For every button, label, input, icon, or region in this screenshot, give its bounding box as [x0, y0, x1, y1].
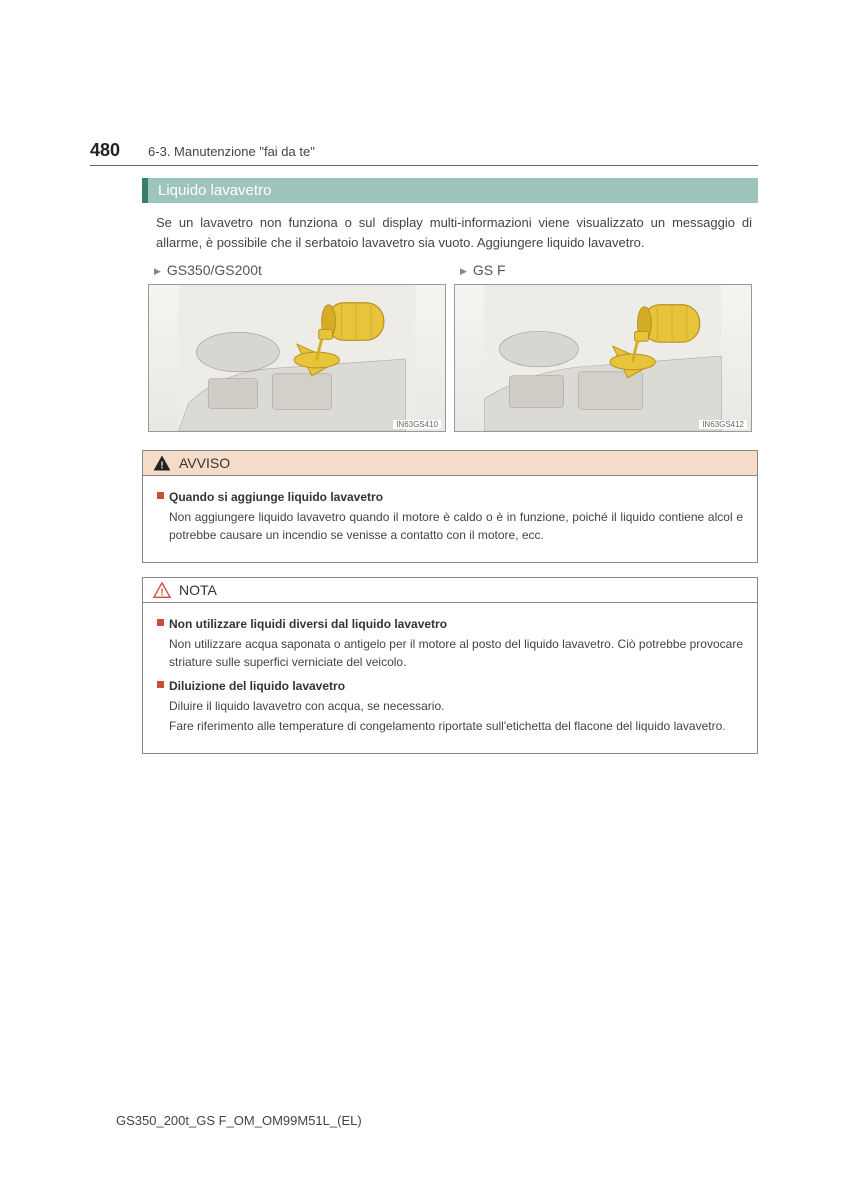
page-header: 480 6-3. Manutenzione "fai da te": [90, 140, 758, 166]
note-header: ! NOTA: [143, 578, 757, 603]
diagram-left: IN63GS410: [148, 284, 446, 432]
svg-text:!: !: [160, 460, 163, 471]
note-heading-2: Diluizione del liquido lavavetro: [157, 677, 743, 695]
note-icon: !: [153, 582, 171, 598]
intro-text: Se un lavavetro non funziona o sul displ…: [156, 213, 752, 252]
image-right-column: GS F: [454, 262, 752, 432]
diagram-right-code: IN63GS412: [699, 420, 747, 429]
image-left-column: GS350/GS200t: [148, 262, 446, 432]
diagram-right: IN63GS412: [454, 284, 752, 432]
note-text-2b: Fare riferimento alle temperature di con…: [169, 717, 743, 735]
section-path: 6-3. Manutenzione "fai da te": [148, 144, 315, 159]
warning-body: Quando si aggiunge liquido lavavetro Non…: [143, 476, 757, 562]
warning-heading-1: Quando si aggiunge liquido lavavetro: [157, 488, 743, 506]
note-text-1: Non utilizzare acqua saponata o antigelo…: [169, 635, 743, 671]
note-title: NOTA: [179, 582, 217, 598]
image-left-label: GS350/GS200t: [154, 262, 446, 278]
diagram-left-code: IN63GS410: [393, 420, 441, 429]
warning-title: AVVISO: [179, 455, 230, 471]
warning-header: ! AVVISO: [143, 451, 757, 476]
note-box: ! NOTA Non utilizzare liquidi diversi da…: [142, 577, 758, 754]
block-title: Liquido lavavetro: [142, 178, 758, 203]
warning-box: ! AVVISO Quando si aggiunge liquido lava…: [142, 450, 758, 563]
note-body: Non utilizzare liquidi diversi dal liqui…: [143, 603, 757, 753]
footer-code: GS350_200t_GS F_OM_OM99M51L_(EL): [116, 1113, 362, 1128]
note-text-2a: Diluire il liquido lavavetro con acqua, …: [169, 697, 743, 715]
page-number: 480: [90, 140, 120, 161]
warning-text-1: Non aggiungere liquido lavavetro quando …: [169, 508, 743, 544]
svg-text:!: !: [160, 587, 163, 598]
note-heading-1: Non utilizzare liquidi diversi dal liqui…: [157, 615, 743, 633]
image-row: GS350/GS200t: [142, 262, 758, 432]
image-right-label: GS F: [460, 262, 752, 278]
warning-icon: !: [153, 455, 171, 471]
